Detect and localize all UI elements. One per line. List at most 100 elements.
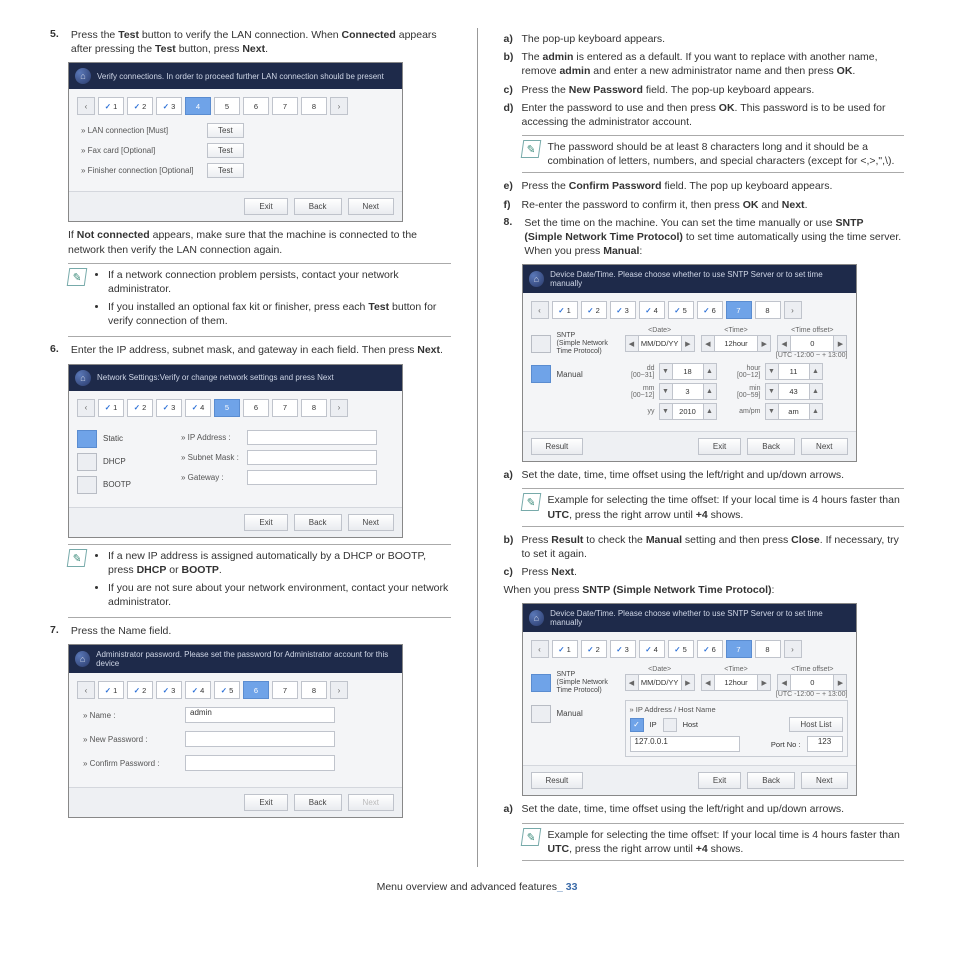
opt-manual[interactable] bbox=[531, 365, 551, 383]
back-button[interactable]: Back bbox=[294, 198, 342, 215]
ip-address-input[interactable] bbox=[247, 430, 377, 445]
test-lan-button[interactable]: Test bbox=[207, 123, 244, 138]
wiz-tab-4[interactable]: 4 bbox=[185, 97, 211, 115]
port-input[interactable]: 123 bbox=[807, 736, 843, 752]
time-prev[interactable]: ◀ bbox=[702, 336, 715, 351]
sntp-ip-input[interactable]: 127.0.0.1 bbox=[630, 736, 740, 752]
right-column: a)The pop-up keyboard appears. b)The adm… bbox=[504, 28, 905, 867]
dd-down[interactable]: ▼ bbox=[660, 364, 673, 379]
subnet-mask-input[interactable] bbox=[247, 450, 377, 465]
opt-bootp[interactable] bbox=[77, 476, 97, 494]
home-icon[interactable]: ⌂ bbox=[75, 370, 91, 386]
note-icon: ✎ bbox=[67, 268, 88, 286]
test-fax-button[interactable]: Test bbox=[207, 143, 244, 158]
next-button[interactable]: Next bbox=[348, 794, 394, 811]
wiz-tab-5[interactable]: 5 bbox=[214, 97, 240, 115]
wiz-tab-1[interactable]: 1 bbox=[98, 97, 124, 115]
min-up[interactable]: ▲ bbox=[809, 384, 822, 399]
yy-down[interactable]: ▼ bbox=[660, 404, 673, 419]
hour-up[interactable]: ▲ bbox=[809, 364, 822, 379]
result-button[interactable]: Result bbox=[531, 438, 584, 455]
home-icon[interactable]: ⌂ bbox=[529, 271, 545, 287]
wiz-tab-7[interactable]: 7 bbox=[272, 97, 298, 115]
back-button[interactable]: Back bbox=[747, 438, 795, 455]
step-num-6: 6. bbox=[50, 343, 68, 355]
test-finisher-button[interactable]: Test bbox=[207, 163, 244, 178]
tabs-next[interactable]: › bbox=[330, 97, 348, 115]
opt-sntp[interactable] bbox=[531, 674, 551, 692]
tabs-prev[interactable]: ‹ bbox=[77, 399, 95, 417]
date-next[interactable]: ▶ bbox=[681, 336, 694, 351]
home-icon[interactable]: ⌂ bbox=[75, 68, 91, 84]
step-5-text: Press the Test button to verify the LAN … bbox=[71, 28, 450, 56]
opt-manual[interactable] bbox=[531, 705, 551, 723]
opt-dhcp[interactable] bbox=[77, 453, 97, 471]
home-icon[interactable]: ⌂ bbox=[75, 651, 90, 667]
page-footer: Menu overview and advanced features_ 33 bbox=[50, 881, 904, 893]
next-button[interactable]: Next bbox=[801, 438, 847, 455]
tabs-prev[interactable]: ‹ bbox=[77, 97, 95, 115]
back-button[interactable]: Back bbox=[747, 772, 795, 789]
opt-static[interactable] bbox=[77, 430, 97, 448]
next-button[interactable]: Next bbox=[348, 198, 394, 215]
panel-datetime-sntp: ⌂ Device Date/Time. Please choose whethe… bbox=[522, 603, 857, 796]
ip-checkbox[interactable]: ✓ bbox=[630, 718, 644, 732]
mm-up[interactable]: ▲ bbox=[703, 384, 716, 399]
note-time-offset-2: Example for selecting the time offset: I… bbox=[548, 828, 905, 856]
note-icon: ✎ bbox=[520, 140, 541, 158]
note-net-env: If you are not sure about your network e… bbox=[108, 581, 451, 609]
panel-network-settings: ⌂ Network Settings:Verify or change netw… bbox=[68, 364, 403, 538]
wiz-tab-3[interactable]: 3 bbox=[156, 97, 182, 115]
step-7-text: Press the Name field. bbox=[71, 624, 450, 638]
note-icon: ✎ bbox=[520, 493, 541, 511]
name-input[interactable]: admin bbox=[185, 707, 335, 723]
step-num-8: 8. bbox=[504, 216, 522, 228]
offset-prev[interactable]: ◀ bbox=[778, 336, 791, 351]
ampm-down[interactable]: ▼ bbox=[766, 404, 779, 419]
next-button[interactable]: Next bbox=[801, 772, 847, 789]
step-num-7: 7. bbox=[50, 624, 68, 636]
exit-button[interactable]: Exit bbox=[698, 772, 741, 789]
gateway-input[interactable] bbox=[247, 470, 377, 485]
hour-down[interactable]: ▼ bbox=[766, 364, 779, 379]
confirm-password-input[interactable] bbox=[185, 755, 335, 771]
note-fax-finisher: If you installed an optional fax kit or … bbox=[108, 300, 451, 328]
note-time-offset: Example for selecting the time offset: I… bbox=[548, 493, 905, 521]
note-password-rules: The password should be at least 8 charac… bbox=[548, 140, 905, 168]
ampm-up[interactable]: ▲ bbox=[809, 404, 822, 419]
left-column: 5. Press the Test button to verify the L… bbox=[50, 28, 451, 867]
dd-up[interactable]: ▲ bbox=[703, 364, 716, 379]
host-checkbox[interactable] bbox=[663, 718, 677, 732]
wiz-tab-6[interactable]: 6 bbox=[243, 97, 269, 115]
exit-button[interactable]: Exit bbox=[698, 438, 741, 455]
offset-next[interactable]: ▶ bbox=[833, 336, 846, 351]
back-button[interactable]: Back bbox=[294, 794, 342, 811]
step-6-text: Enter the IP address, subnet mask, and g… bbox=[71, 343, 450, 357]
yy-up[interactable]: ▲ bbox=[703, 404, 716, 419]
time-next[interactable]: ▶ bbox=[757, 336, 770, 351]
result-button[interactable]: Result bbox=[531, 772, 584, 789]
next-button[interactable]: Next bbox=[348, 514, 394, 531]
new-password-input[interactable] bbox=[185, 731, 335, 747]
step-num-5: 5. bbox=[50, 28, 68, 40]
date-prev[interactable]: ◀ bbox=[626, 336, 639, 351]
opt-sntp[interactable] bbox=[531, 335, 551, 353]
column-divider bbox=[477, 28, 478, 867]
note-net-admin: If a network connection problem persists… bbox=[108, 268, 451, 296]
mm-down[interactable]: ▼ bbox=[660, 384, 673, 399]
tabs-next[interactable]: › bbox=[330, 399, 348, 417]
panel-verify-connections: ⌂ Verify connections. In order to procee… bbox=[68, 62, 403, 222]
step-8-text: Set the time on the machine. You can set… bbox=[524, 216, 903, 259]
panel-admin-password: ⌂ Administrator password. Please set the… bbox=[68, 644, 403, 818]
panel-datetime-manual: ⌂ Device Date/Time. Please choose whethe… bbox=[522, 264, 857, 462]
min-down[interactable]: ▼ bbox=[766, 384, 779, 399]
note-dhcp-bootp: If a new IP address is assigned automati… bbox=[108, 549, 451, 577]
back-button[interactable]: Back bbox=[294, 514, 342, 531]
exit-button[interactable]: Exit bbox=[244, 198, 287, 215]
wiz-tab-2[interactable]: 2 bbox=[127, 97, 153, 115]
home-icon[interactable]: ⌂ bbox=[529, 610, 545, 626]
exit-button[interactable]: Exit bbox=[244, 514, 287, 531]
exit-button[interactable]: Exit bbox=[244, 794, 287, 811]
host-list-button[interactable]: Host List bbox=[789, 717, 842, 732]
wiz-tab-8[interactable]: 8 bbox=[301, 97, 327, 115]
